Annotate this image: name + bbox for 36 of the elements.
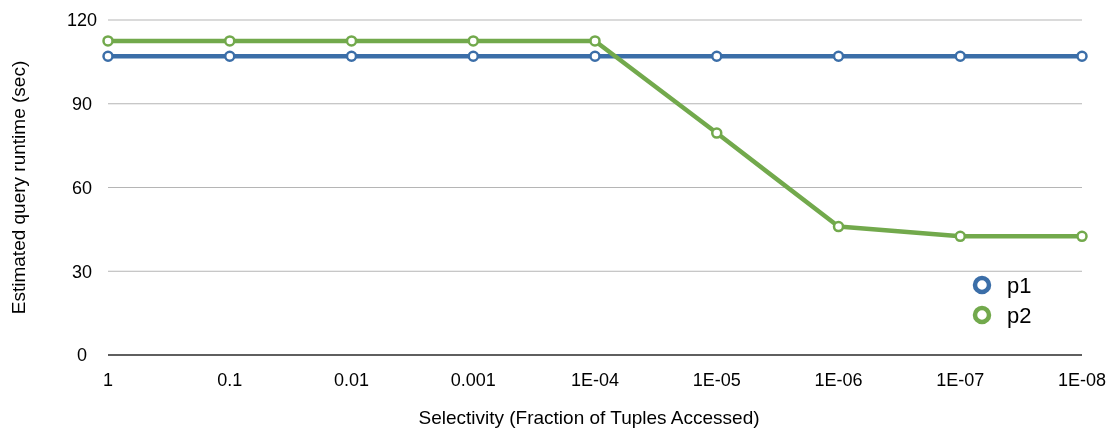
y-tick-label: 0	[76, 345, 88, 366]
point	[711, 50, 723, 63]
point	[711, 127, 723, 139]
x-tick-label: 0.001	[450, 370, 496, 390]
point	[1076, 230, 1088, 243]
x-tick-label: 1E-05	[692, 370, 741, 390]
legend-label: p2	[1007, 302, 1032, 328]
x-tick-label: 1E-06	[814, 370, 863, 390]
x-tick-label: 0.1	[217, 370, 243, 390]
point	[832, 220, 845, 233]
point	[832, 50, 845, 63]
point	[589, 35, 601, 47]
y-axis-title: Estimated query runtime (sec)	[8, 60, 29, 315]
x-tick-label: 1	[102, 370, 114, 390]
point	[954, 230, 966, 243]
x-axis-title: Selectivity (Fraction of Tuples Accessed)	[418, 407, 760, 428]
point	[1076, 50, 1088, 63]
point	[467, 35, 479, 47]
point	[589, 50, 601, 63]
x-tick-label: 1E-04	[570, 370, 620, 390]
point	[345, 35, 358, 47]
y-tick-label: 60	[71, 177, 93, 198]
point	[345, 50, 358, 63]
y-tick-label: 120	[66, 10, 98, 31]
x-tick-label: 1E-08	[1057, 370, 1107, 390]
point	[224, 50, 236, 63]
point	[224, 35, 236, 47]
point	[102, 50, 114, 63]
legend-label: p1	[1007, 272, 1032, 298]
point	[467, 50, 479, 63]
point	[102, 35, 114, 47]
y-tick-label: 90	[71, 94, 93, 115]
y-tick-label: 30	[71, 261, 93, 282]
point	[954, 50, 966, 63]
x-tick-label: 0.01	[333, 370, 370, 390]
x-tick-label: 1E-07	[936, 370, 985, 390]
